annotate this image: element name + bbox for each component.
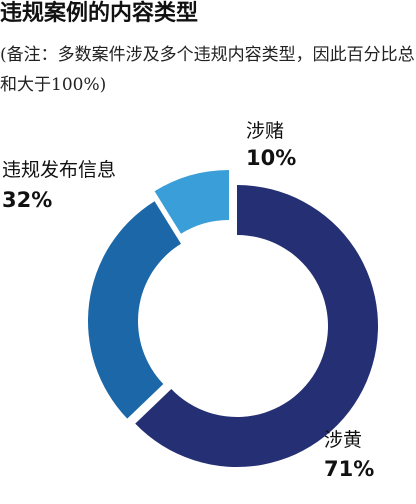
- chart-subtitle: (备注：多数案件涉及多个违规内容类型，因此百分比总和大于100%): [0, 45, 415, 95]
- slice-label-1: 涉黄: [324, 429, 362, 451]
- slice-value-label-3: 10%: [246, 146, 296, 170]
- donut-slice-3: [154, 170, 229, 234]
- donut-slice-2: [88, 201, 181, 419]
- chart-title: 违规案例的内容类型: [0, 1, 199, 26]
- slice-value-label-2: 32%: [2, 188, 52, 212]
- slice-value-label-1: 71%: [324, 457, 374, 481]
- donut-slice-1: [135, 185, 379, 467]
- slice-label-2: 违规发布信息: [2, 159, 116, 181]
- slice-label-3: 涉赌: [246, 120, 284, 142]
